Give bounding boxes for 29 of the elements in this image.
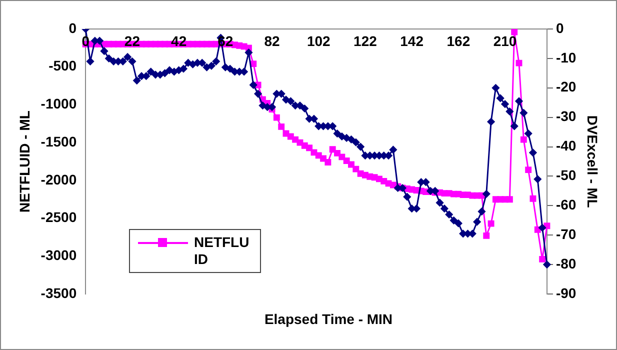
y2-tick-label: -70 — [556, 226, 576, 242]
y-tick-label: -1500 — [40, 133, 77, 150]
x-tick-label: 0 — [82, 32, 90, 49]
y-tick-label: -2000 — [40, 171, 77, 188]
y-tick-label: -1000 — [40, 96, 77, 112]
x-tick-label: 142 — [400, 32, 424, 49]
y-tick-label: -3500 — [40, 284, 77, 301]
x-tick-label: 62 — [218, 32, 234, 49]
y2-tick-label: -50 — [556, 167, 576, 184]
x-tick-label: 162 — [446, 32, 470, 49]
y-axis-title: NETFLUID - ML — [16, 110, 32, 212]
y2-tick-label: 0 — [556, 20, 564, 36]
y2-tick-label: -80 — [556, 255, 576, 272]
y2-axis-title: DVExcell - ML — [584, 115, 601, 208]
x-axis-title: Elapsed Time - MIN — [263, 311, 394, 327]
y2-tick-label: -40 — [556, 138, 576, 154]
y2-tick-label: -30 — [556, 108, 576, 124]
y-tick-label: -500 — [48, 58, 77, 74]
y-tick-label: -2500 — [40, 209, 77, 226]
x-tick-label: 122 — [354, 32, 378, 49]
y2-tick-label: -20 — [556, 78, 576, 95]
y2-tick-label: -90 — [556, 284, 576, 301]
y2-tick-label: -10 — [556, 49, 576, 66]
y-tick-label: 0 — [68, 20, 77, 36]
x-tick-label: 102 — [306, 32, 331, 49]
legend-label: NETFLUID — [194, 234, 250, 268]
x-tick-label: 82 — [264, 32, 280, 49]
y-tick-label: -3000 — [40, 247, 77, 263]
y2-tick-label: -60 — [556, 196, 576, 213]
